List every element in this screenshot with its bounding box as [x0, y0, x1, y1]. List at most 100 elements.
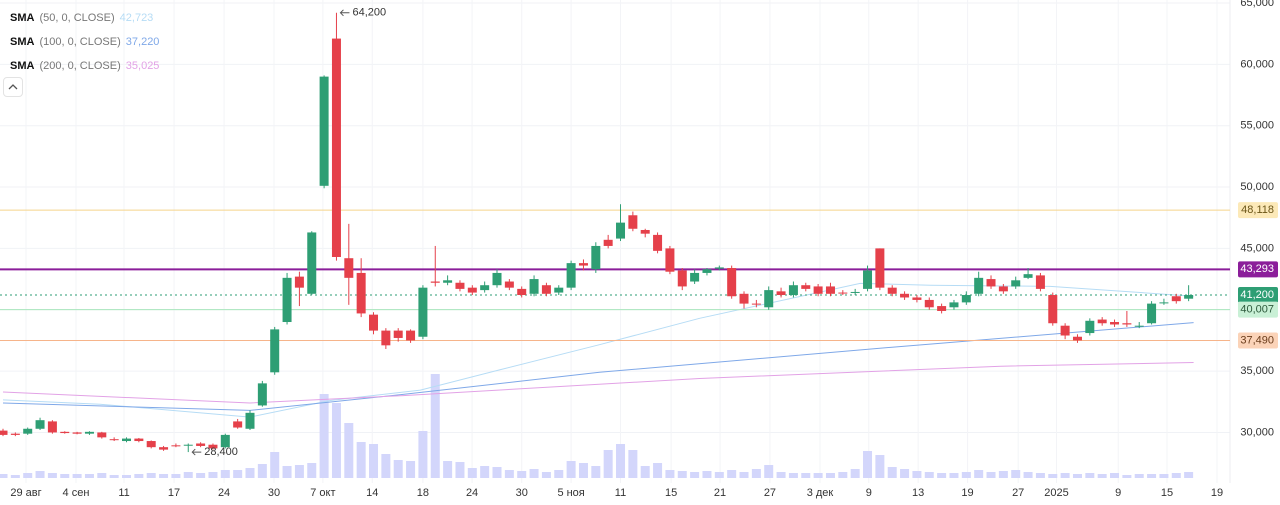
price-label: 48,118 [1241, 204, 1274, 216]
x-tick-label: 17 [168, 487, 180, 499]
volume-bar [739, 472, 749, 478]
volume-bar [801, 473, 811, 478]
x-tick-label: 27 [1012, 487, 1024, 499]
candle-body [690, 272, 700, 282]
volume-bar [356, 442, 366, 478]
volume-bar [35, 471, 45, 478]
sma-line [2, 322, 1194, 411]
legend-value: 37,220 [125, 36, 160, 48]
price-label-bg [1238, 332, 1278, 349]
candle-body [517, 288, 527, 296]
x-tick-label: 19 [1211, 487, 1223, 499]
volume-bar [1171, 473, 1181, 478]
volume-bar [294, 465, 304, 478]
candle-body [307, 232, 317, 294]
y-tick-label: 65,000 [1240, 0, 1274, 9]
legend-entry[interactable]: SMA (50, 0, CLOSE) 42,723 [10, 6, 159, 30]
volume-bar [1134, 474, 1144, 478]
x-tick-label: 30 [516, 487, 528, 499]
volume-bar [665, 470, 675, 478]
collapse-button[interactable] [3, 77, 23, 97]
x-tick-label: 19 [961, 487, 973, 499]
legend-value: 35,025 [125, 60, 160, 72]
volume-bar [949, 473, 959, 478]
candle-body [257, 383, 267, 406]
candle-body [974, 277, 984, 294]
candle-body [0, 430, 8, 435]
volume-bar [270, 452, 280, 478]
x-tick-label: 3 дек [807, 487, 834, 499]
volume-bar [554, 470, 564, 478]
candle-body [208, 444, 218, 449]
candle-body [109, 439, 119, 441]
candle-body [838, 292, 848, 294]
candle-body [1072, 336, 1082, 341]
candle-body [764, 290, 774, 308]
volume-bar [751, 469, 761, 478]
price-label-bg [1238, 301, 1278, 318]
volume-bar [183, 472, 193, 478]
price-label: 41,200 [1240, 289, 1274, 301]
legend-params: (100, 0, CLOSE) [39, 36, 121, 48]
candle-body [900, 293, 910, 298]
x-tick-label: 29 авг [10, 487, 41, 499]
candle-body [640, 229, 650, 234]
candle-body [1023, 274, 1033, 278]
candle-body [245, 412, 255, 429]
candle-body [603, 239, 613, 246]
legend-entry[interactable]: SMA (200, 0, CLOSE) 35,025 [10, 54, 159, 78]
legend-name: SMA [10, 60, 35, 72]
annotation-label: 28,400 [204, 446, 238, 458]
volume-bar [492, 467, 502, 478]
x-tick-label: 4 сен [63, 487, 90, 499]
volume-bar [307, 463, 317, 478]
volume-bar [245, 468, 255, 478]
x-tick-label: 5 ноя [557, 487, 584, 499]
chevron-icon [8, 84, 18, 90]
volume-bar [418, 431, 428, 478]
candle-body [1035, 275, 1045, 289]
candle-body [480, 285, 490, 291]
candle-body [47, 421, 57, 433]
volume-bar [1147, 474, 1157, 478]
candle-body [739, 293, 749, 304]
candle-body [418, 287, 428, 337]
candle-body [541, 285, 551, 294]
legend-entry[interactable]: SMA (100, 0, CLOSE) 37,220 [10, 30, 159, 54]
annotation-arrow [339, 9, 350, 17]
x-tick-label: 9 [866, 487, 872, 499]
candle-body [591, 245, 601, 270]
volume-bar [381, 454, 391, 478]
volume-bar [838, 472, 848, 478]
volume-bar [1085, 473, 1095, 478]
volume-bar [1011, 470, 1021, 478]
candle-body [1147, 303, 1157, 324]
candle-body [875, 248, 885, 288]
annotation-arrow [191, 448, 202, 456]
volume-bar [467, 468, 477, 478]
volume-bar [159, 474, 169, 478]
candle-body [616, 222, 626, 239]
annotation-label: 64,200 [352, 7, 386, 19]
volume-bar [443, 461, 453, 478]
volume-bar [134, 474, 144, 478]
volume-bar [23, 473, 33, 478]
volume-bar [257, 464, 267, 478]
candle-body [751, 303, 761, 305]
volume-bar [912, 471, 922, 478]
candle-body [331, 38, 341, 257]
candle-body [233, 421, 243, 428]
x-tick-label: 24 [218, 487, 230, 499]
volume-bar [72, 474, 82, 478]
volume-bar [850, 469, 860, 478]
candle-body [430, 281, 440, 283]
candle-body [998, 286, 1008, 292]
volume-bar [998, 471, 1008, 478]
volume-bar [825, 473, 835, 478]
x-tick-label: 24 [466, 487, 478, 499]
volume-bar [690, 472, 700, 478]
volume-bar [566, 461, 576, 478]
x-tick-label: 15 [665, 487, 677, 499]
volume-bar [393, 460, 403, 478]
